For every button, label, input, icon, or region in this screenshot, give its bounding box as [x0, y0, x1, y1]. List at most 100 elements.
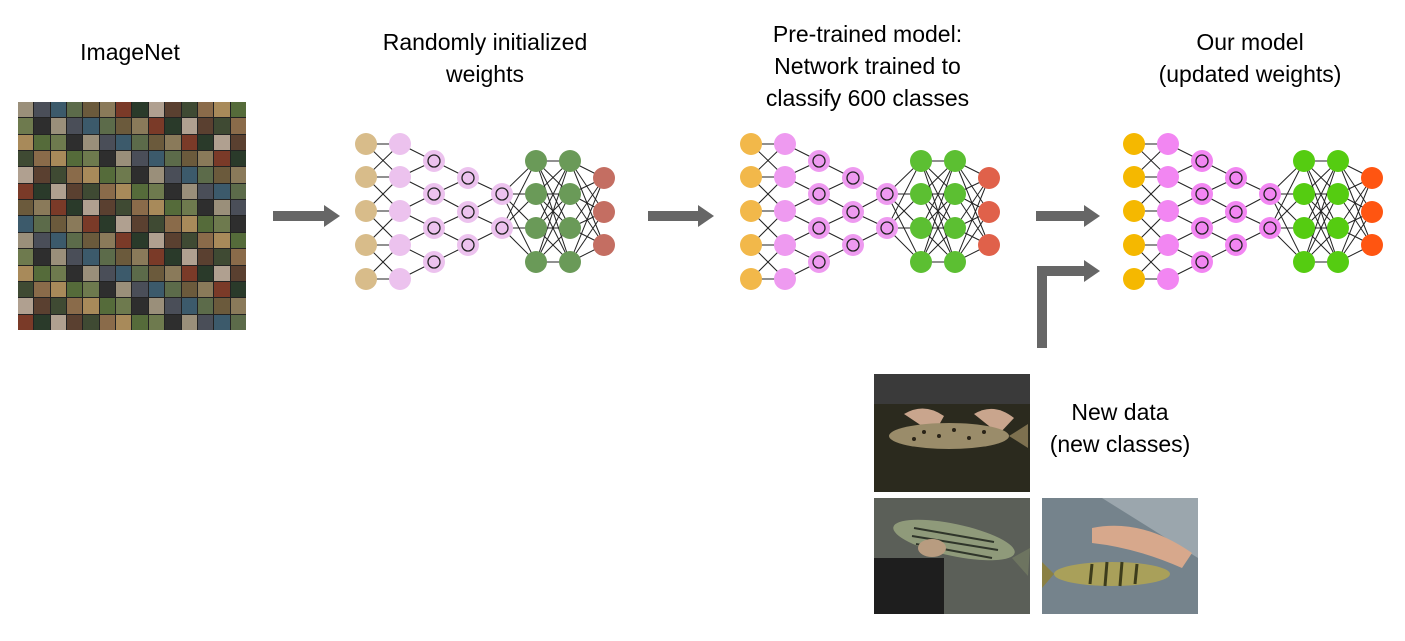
hidden-node — [876, 183, 898, 205]
mosaic-tile — [132, 102, 148, 118]
mosaic-tile — [34, 216, 50, 232]
hidden-node — [423, 150, 445, 172]
mosaic-tile — [197, 134, 214, 151]
mosaic-tile — [214, 298, 230, 314]
mosaic-tile — [99, 102, 116, 118]
hidden-node — [389, 200, 411, 222]
output-node — [1361, 234, 1383, 256]
mosaic-tile — [34, 232, 50, 249]
mosaic-tile — [50, 216, 67, 232]
arrow-1-shaft — [273, 211, 326, 221]
mosaic-tile — [197, 216, 214, 232]
arrow-1-head — [324, 205, 340, 227]
node-ring — [1195, 154, 1209, 168]
dense-node — [944, 183, 966, 205]
mosaic-tile — [99, 314, 116, 330]
mosaic-tile — [18, 118, 34, 134]
mosaic-tile — [148, 265, 165, 281]
input-node — [740, 133, 762, 155]
striped-bass-photo — [874, 498, 1030, 614]
mosaic-tile — [230, 298, 246, 314]
connection-line — [1269, 160, 1305, 229]
mosaic-tile — [148, 200, 165, 216]
mosaic-tile — [165, 200, 181, 216]
dense-node — [1293, 251, 1315, 273]
mosaic-tile — [34, 151, 50, 167]
hidden-node — [774, 200, 796, 222]
mosaic-tile — [165, 298, 181, 314]
dense-node — [525, 150, 547, 172]
mosaic-tile — [67, 281, 83, 298]
connection-line — [920, 160, 956, 229]
node-ring — [1195, 255, 1209, 269]
mosaic-tile — [181, 118, 197, 134]
mosaic-tile — [181, 216, 197, 232]
mosaic-tile — [132, 183, 148, 200]
mosaic-tile — [116, 281, 132, 298]
hidden-node — [1157, 268, 1179, 290]
hidden-node — [808, 251, 830, 273]
mosaic-tile — [214, 232, 230, 249]
input-node — [1123, 133, 1145, 155]
input-node — [355, 200, 377, 222]
node-ring — [1195, 221, 1209, 235]
mosaic-tile — [148, 183, 165, 200]
mosaic-tile — [181, 102, 197, 118]
mosaic-tile — [83, 314, 99, 330]
input-node — [1123, 268, 1145, 290]
output-node — [1361, 201, 1383, 223]
node-ring — [495, 187, 509, 201]
connection-line — [886, 160, 922, 229]
arrow-2-head — [698, 205, 714, 227]
mosaic-tile — [34, 167, 50, 183]
mosaic-tile — [230, 249, 246, 265]
dense-node — [1293, 217, 1315, 239]
connection-line — [954, 177, 990, 263]
mosaic-tile — [34, 249, 50, 265]
mosaic-tile — [230, 281, 246, 298]
hidden-node — [389, 166, 411, 188]
connection-line — [1303, 160, 1339, 263]
hidden-node — [457, 234, 479, 256]
mosaic-tile — [116, 249, 132, 265]
dense-node — [1327, 183, 1349, 205]
mosaic-tile — [116, 298, 132, 314]
mosaic-tile — [116, 265, 132, 281]
arrow-4-shaft — [1037, 266, 1087, 276]
mosaic-tile — [148, 249, 165, 265]
mosaic-tile — [83, 102, 99, 118]
mosaic-tile — [148, 134, 165, 151]
mosaic-tile — [181, 281, 197, 298]
mosaic-tile — [148, 167, 165, 183]
mosaic-tile — [132, 281, 148, 298]
hidden-node — [457, 167, 479, 189]
mosaic-tile — [99, 183, 116, 200]
mosaic-tile — [197, 265, 214, 281]
new-data-title: New data (new classes) — [1049, 399, 1191, 457]
our-model-title: Our model (updated weights) — [1158, 29, 1342, 87]
hidden-node — [842, 167, 864, 189]
mosaic-tile — [18, 151, 34, 167]
node-ring — [461, 205, 475, 219]
mosaic-tile — [34, 102, 50, 118]
mosaic-tile — [214, 200, 230, 216]
mosaic-tile — [18, 298, 34, 314]
hidden-node — [808, 150, 830, 172]
node-ring — [1229, 205, 1243, 219]
mosaic-tile — [34, 298, 50, 314]
mosaic-tile — [230, 134, 246, 151]
hidden-node — [389, 268, 411, 290]
mosaic-tile — [116, 134, 132, 151]
mosaic-tile — [181, 265, 197, 281]
imagenet-title: ImageNet — [80, 39, 180, 65]
mosaic-tile — [116, 167, 132, 183]
mosaic-tile — [18, 200, 34, 216]
mosaic-tile — [116, 102, 132, 118]
mosaic-tile — [165, 314, 181, 330]
output-node — [1361, 167, 1383, 189]
arrow-3-head — [1084, 205, 1100, 227]
mosaic-tile — [165, 183, 181, 200]
dense-node — [559, 251, 581, 273]
node-ring — [1229, 238, 1243, 252]
input-node — [355, 166, 377, 188]
